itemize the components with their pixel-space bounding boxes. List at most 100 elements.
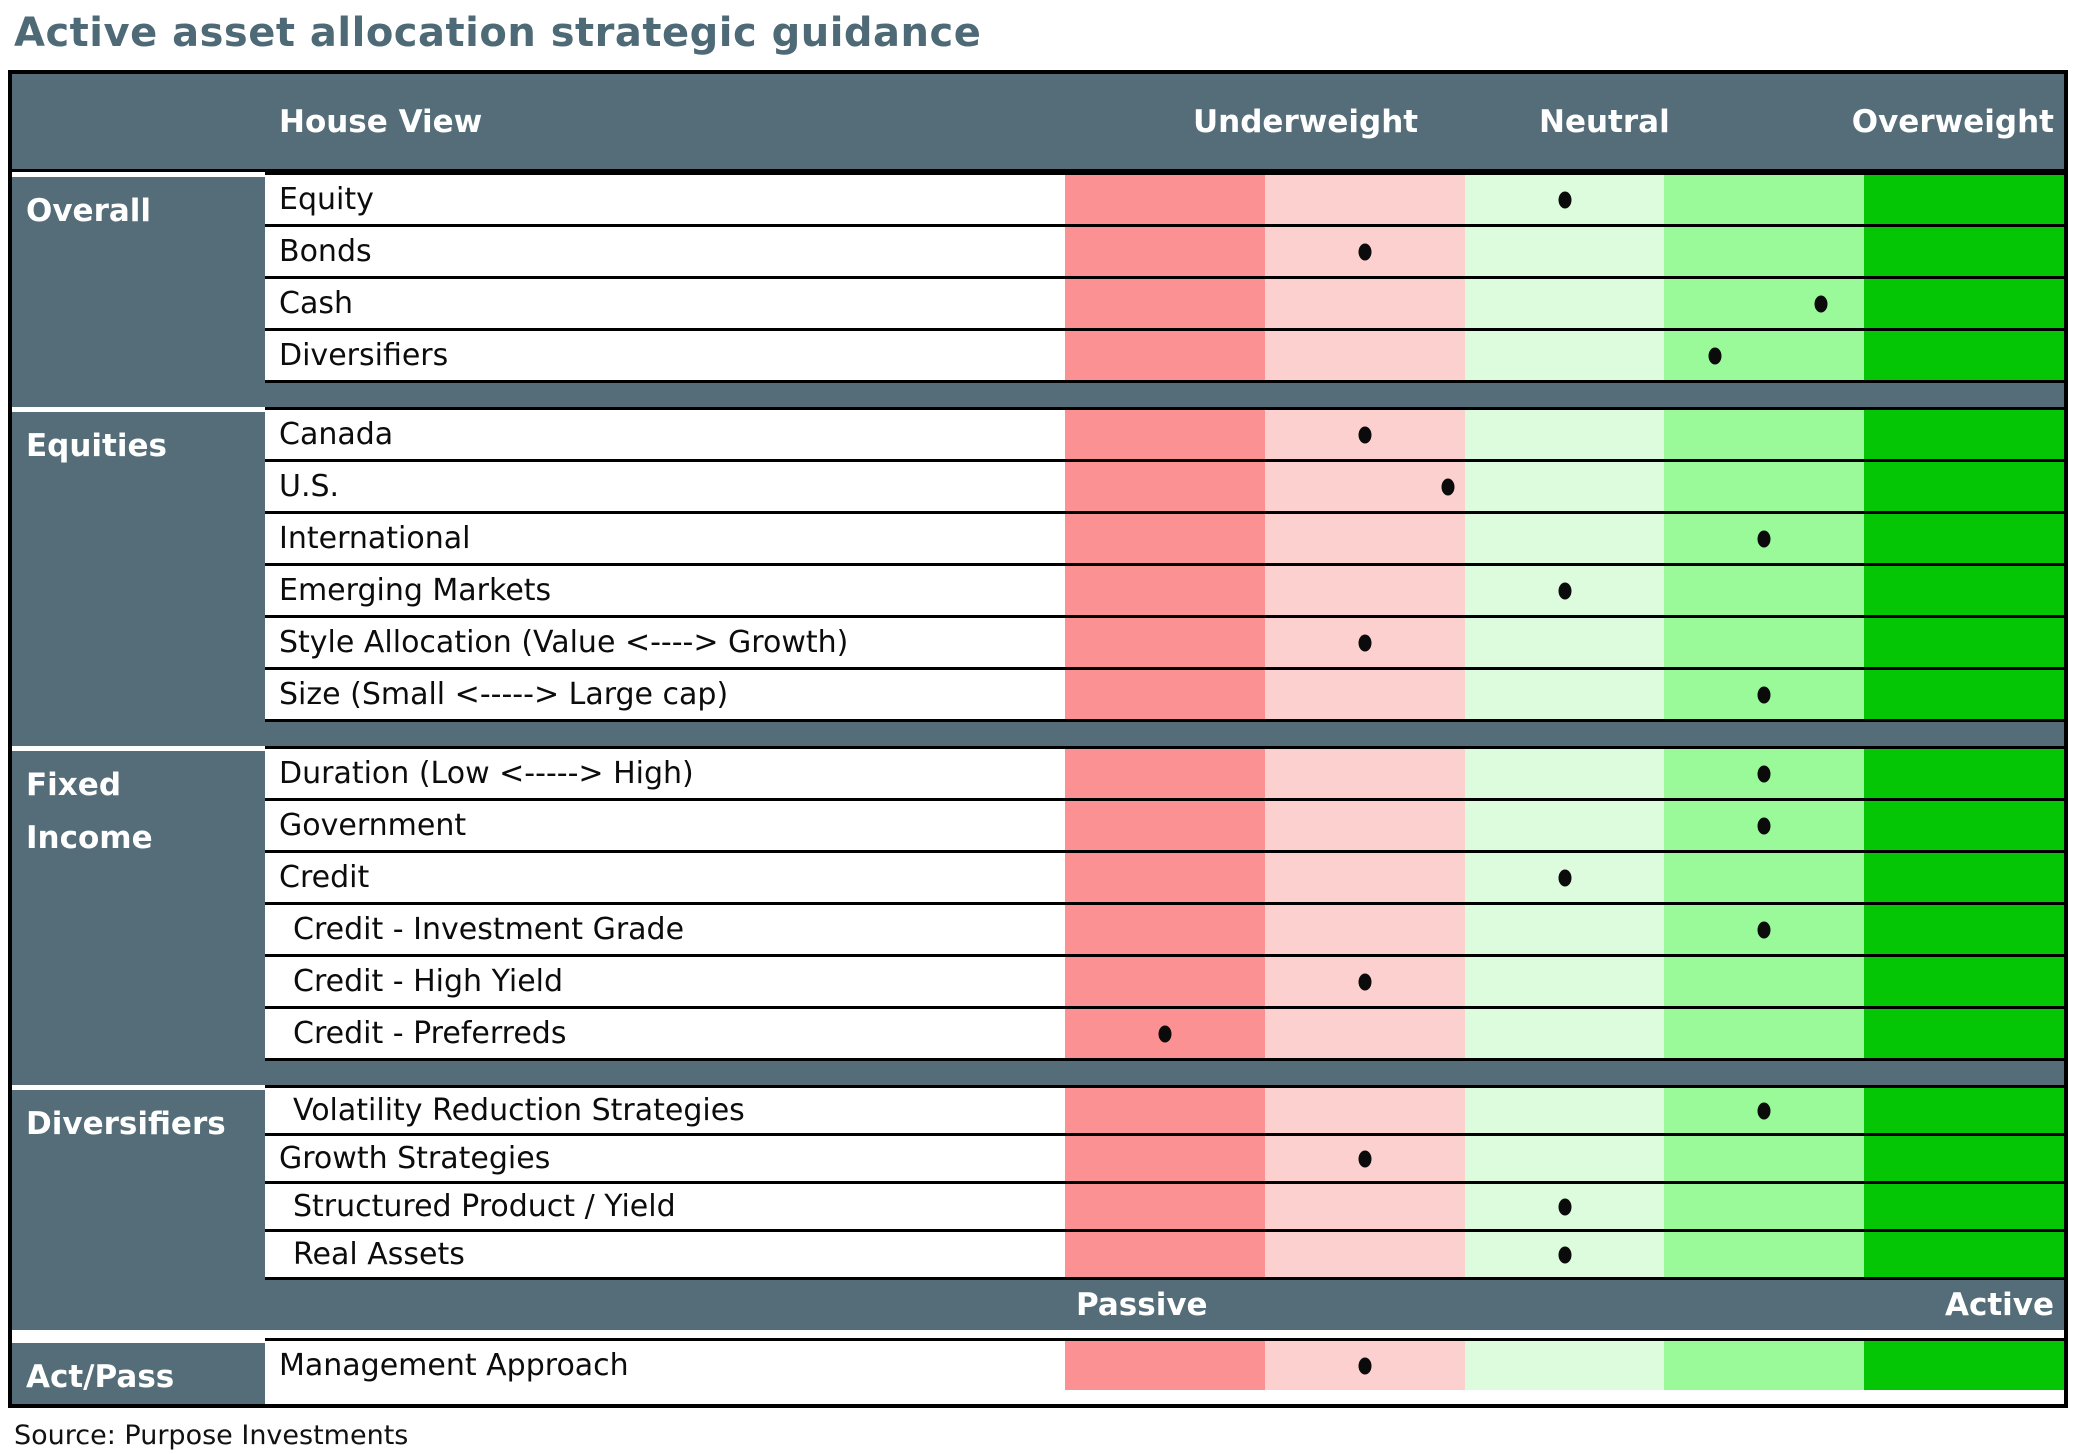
scale-bands [1065, 905, 2064, 954]
underweight-band [1264, 1088, 1465, 1133]
source-note: Source: Purpose Investments [14, 1420, 409, 1452]
overweight-band [1664, 566, 1865, 615]
scale-bands [1065, 514, 2064, 563]
neutral-band [1464, 801, 1665, 850]
row-label: Bonds [279, 234, 372, 269]
underweight-band [1264, 175, 1465, 224]
overweight-band [1664, 1009, 1865, 1058]
strong-overweight-band [1864, 462, 2064, 511]
group-label-cell-equities: Equities [12, 407, 265, 722]
overweight-band [1664, 1136, 1865, 1181]
overweight-band [1664, 279, 1865, 328]
strong-underweight-band [1065, 279, 1265, 328]
allocation-dot [1558, 1198, 1571, 1215]
strong-underweight-band [1065, 618, 1265, 667]
table-row-government: Government [265, 801, 2064, 853]
strong-overweight-band [1864, 618, 2064, 667]
strong-underweight-band [1065, 331, 1265, 380]
strong-overweight-band [1864, 175, 2064, 224]
group-label: Equities [26, 428, 167, 464]
row-label: Management Approach [279, 1348, 629, 1383]
underweight-band [1264, 1184, 1465, 1229]
strong-overweight-band [1864, 905, 2064, 954]
table-row-credit: Credit [265, 853, 2064, 905]
group-block-equities: Equities Canada U.S. International Emerging … [12, 407, 2064, 722]
row-label: Credit [279, 860, 370, 895]
strong-overweight-band [1864, 279, 2064, 328]
strong-overweight-band [1864, 1184, 2064, 1229]
allocation-dot [1558, 869, 1571, 886]
row-label: Government [279, 808, 467, 843]
row-label: Style Allocation (Value <----> Growth) [279, 625, 849, 660]
neutral-band [1464, 1009, 1665, 1058]
allocation-dot [1814, 295, 1828, 312]
underweight-band [1264, 801, 1465, 850]
row-label: Duration (Low <-----> High) [279, 756, 694, 791]
strong-overweight-band [1864, 957, 2064, 1006]
neutral-header: Neutral [1539, 103, 1670, 140]
group-rows: Volatility Reduction Strategies Growth St… [265, 1085, 2064, 1280]
strong-overweight-band [1864, 331, 2064, 380]
neutral-band [1464, 618, 1665, 667]
scale-bands [1065, 1009, 2064, 1058]
block-separator [12, 383, 2064, 407]
overweight-header: Overweight [1851, 103, 2054, 140]
scale-bands [1065, 279, 2064, 328]
table-row-duration-low-high: Duration (Low <-----> High) [265, 749, 2064, 801]
table-row-diversifiers: Diversifiers [265, 331, 2064, 383]
neutral-band [1464, 905, 1665, 954]
row-label: Real Assets [293, 1237, 465, 1272]
row-label: Cash [279, 286, 353, 321]
group-rows: Duration (Low <-----> High) Government Cre… [265, 746, 2064, 1061]
block-separator [12, 722, 2064, 746]
group-label: Diversifiers [26, 1106, 226, 1142]
underweight-band [1264, 279, 1465, 328]
allocation-dot [1757, 765, 1771, 782]
strong-underweight-band [1065, 1341, 1265, 1390]
allocation-dot [1757, 921, 1771, 938]
table-row-style-allocation-value-growth: Style Allocation (Value <----> Growth) [265, 618, 2064, 670]
group-block-overall: Overall Equity Bonds Cash Diversifiers [12, 172, 2064, 383]
scale-bands [1065, 227, 2064, 276]
strong-underweight-band [1065, 801, 1265, 850]
neutral-band [1464, 279, 1665, 328]
strong-overweight-band [1864, 749, 2064, 798]
strong-underweight-band [1065, 670, 1265, 719]
group-block-fixed-income: Fixed Income Duration (Low <-----> High) G… [12, 746, 2064, 1061]
row-label: Growth Strategies [279, 1141, 551, 1176]
underweight-band [1264, 670, 1465, 719]
row-label: U.S. [279, 469, 340, 504]
group-label: Overall [26, 193, 152, 229]
allocation-dot [1757, 817, 1771, 834]
group-rows: Canada U.S. International Emerging Markets S… [265, 407, 2064, 722]
strong-overweight-band [1864, 227, 2064, 276]
allocation-dot [1558, 191, 1571, 208]
row-label: Credit - High Yield [293, 964, 564, 999]
table-body: Overall Equity Bonds Cash Diversifiers Equiti… [12, 172, 2064, 1405]
group-block-diversifiers: Diversifiers Volatility Reduction Strateg… [12, 1085, 2064, 1280]
overweight-band [1664, 227, 1865, 276]
overweight-band [1664, 1232, 1865, 1277]
allocation-table: House View Underweight Neutral Overweigh… [8, 70, 2068, 1409]
table-row-u-s: U.S. [265, 462, 2064, 514]
allocation-dot [1558, 582, 1571, 599]
block-separator [12, 1061, 2064, 1085]
group-rows: Equity Bonds Cash Diversifiers [265, 172, 2064, 383]
strong-underweight-band [1065, 175, 1265, 224]
row-label: International [279, 521, 471, 556]
house-view-header: House View [279, 103, 483, 140]
table-row-credit-investment-grade: Credit - Investment Grade [265, 905, 2064, 957]
overweight-band [1664, 175, 1865, 224]
strong-overweight-band [1864, 410, 2064, 459]
group-label: Fixed Income [26, 767, 153, 857]
group-label: Act/Pass [26, 1359, 175, 1395]
table-row-growth-strategies: Growth Strategies [265, 1136, 2064, 1184]
allocation-dot [1158, 1025, 1172, 1042]
overweight-band [1664, 957, 1865, 1006]
allocation-dot [1358, 634, 1372, 651]
strong-underweight-band [1065, 853, 1265, 902]
row-label: Credit - Preferreds [293, 1016, 567, 1051]
overweight-band [1664, 462, 1865, 511]
neutral-band [1464, 749, 1665, 798]
neutral-band [1464, 227, 1665, 276]
